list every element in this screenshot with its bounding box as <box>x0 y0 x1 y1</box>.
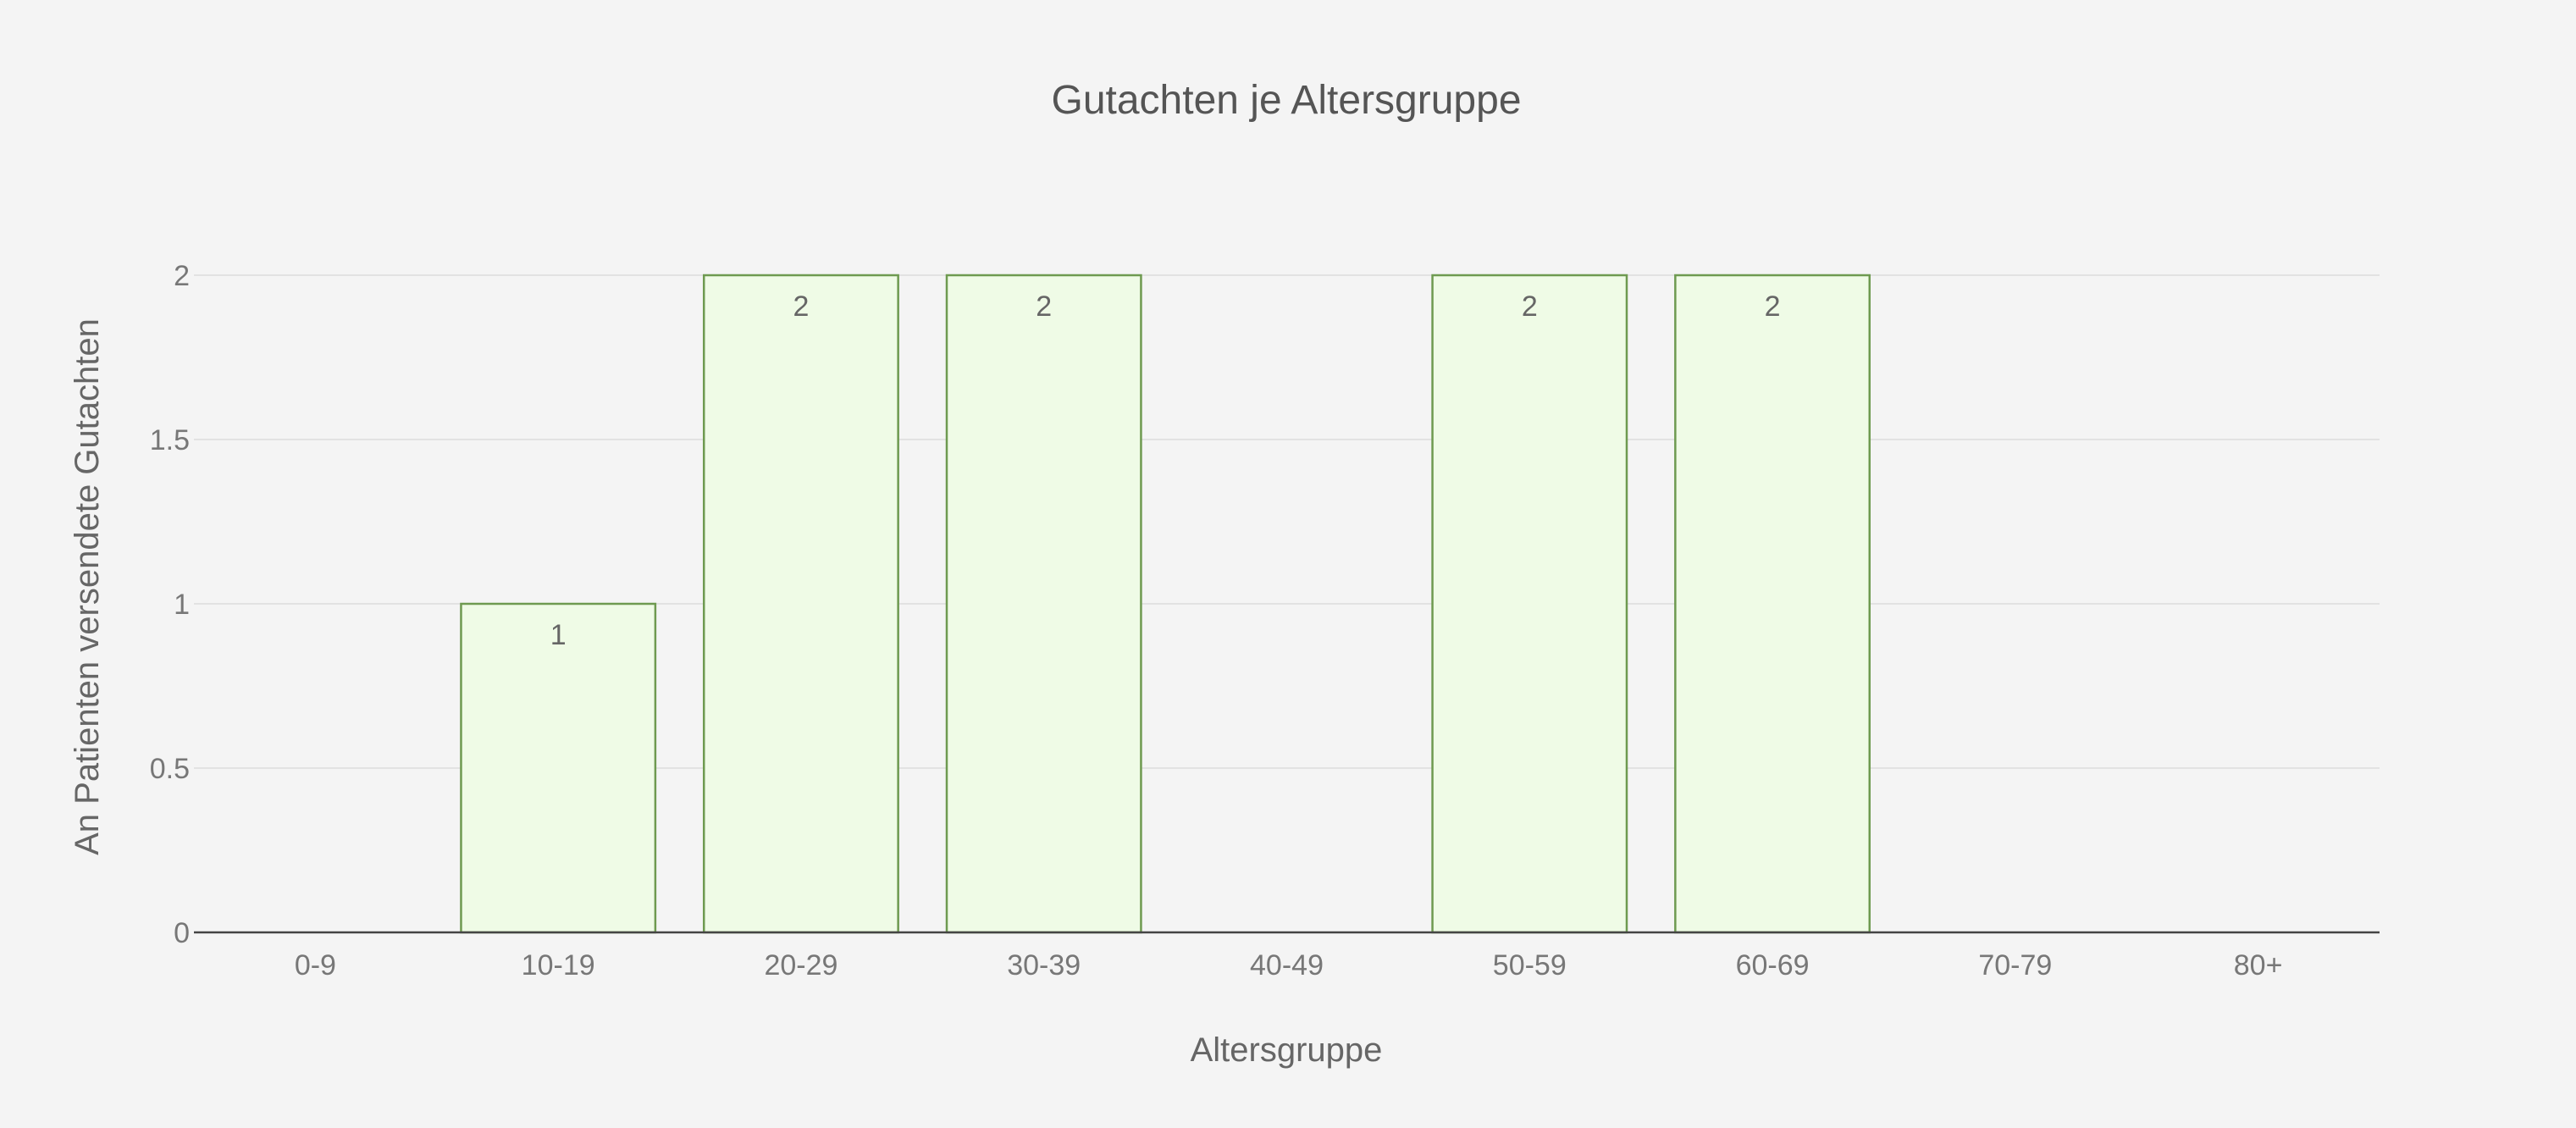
data-label-50-59: 2 <box>1522 290 1538 323</box>
chart-title: Gutachten je Altersgruppe <box>1051 78 1521 123</box>
x-tick-label: 40-49 <box>1250 949 1324 981</box>
x-tick-label: 70-79 <box>1978 949 2052 981</box>
x-tick-label: 60-69 <box>1736 949 1810 981</box>
x-tick-label: 50-59 <box>1493 949 1567 981</box>
y-tick-label: 0 <box>174 917 190 949</box>
x-tick-label: 80+ <box>2234 949 2283 981</box>
x-axis-title: Altersgruppe <box>1191 1031 1383 1069</box>
bar-30-39 <box>945 274 1142 934</box>
data-label-10-19: 1 <box>550 619 567 651</box>
bar-50-59 <box>1431 274 1628 934</box>
y-tick-label: 2 <box>174 260 190 292</box>
y-tick-label: 1.5 <box>150 424 190 456</box>
y-tick-label: 1 <box>174 589 190 621</box>
x-tick-label: 20-29 <box>764 949 837 981</box>
data-labels: 1 2 2 2 2 <box>550 290 1781 651</box>
axes: 0 0.5 1 1.5 2 0-9 10-19 20-29 30-39 40-49 50-59 60-… <box>150 260 2380 981</box>
data-label-20-29: 2 <box>793 290 809 323</box>
y-tick-label: 0.5 <box>150 753 190 785</box>
x-tick-label: 30-39 <box>1007 949 1081 981</box>
bar-10-19 <box>460 602 657 934</box>
x-tick-label: 10-19 <box>522 949 595 981</box>
x-tick-label: 0-9 <box>295 949 336 981</box>
y-axis-title: An Patienten versendete Gutachten <box>69 318 106 855</box>
bars <box>460 274 1871 934</box>
bar-60-69 <box>1674 274 1871 934</box>
data-label-30-39: 2 <box>1036 290 1052 323</box>
data-label-60-69: 2 <box>1765 290 1781 323</box>
bar-20-29 <box>702 274 899 934</box>
